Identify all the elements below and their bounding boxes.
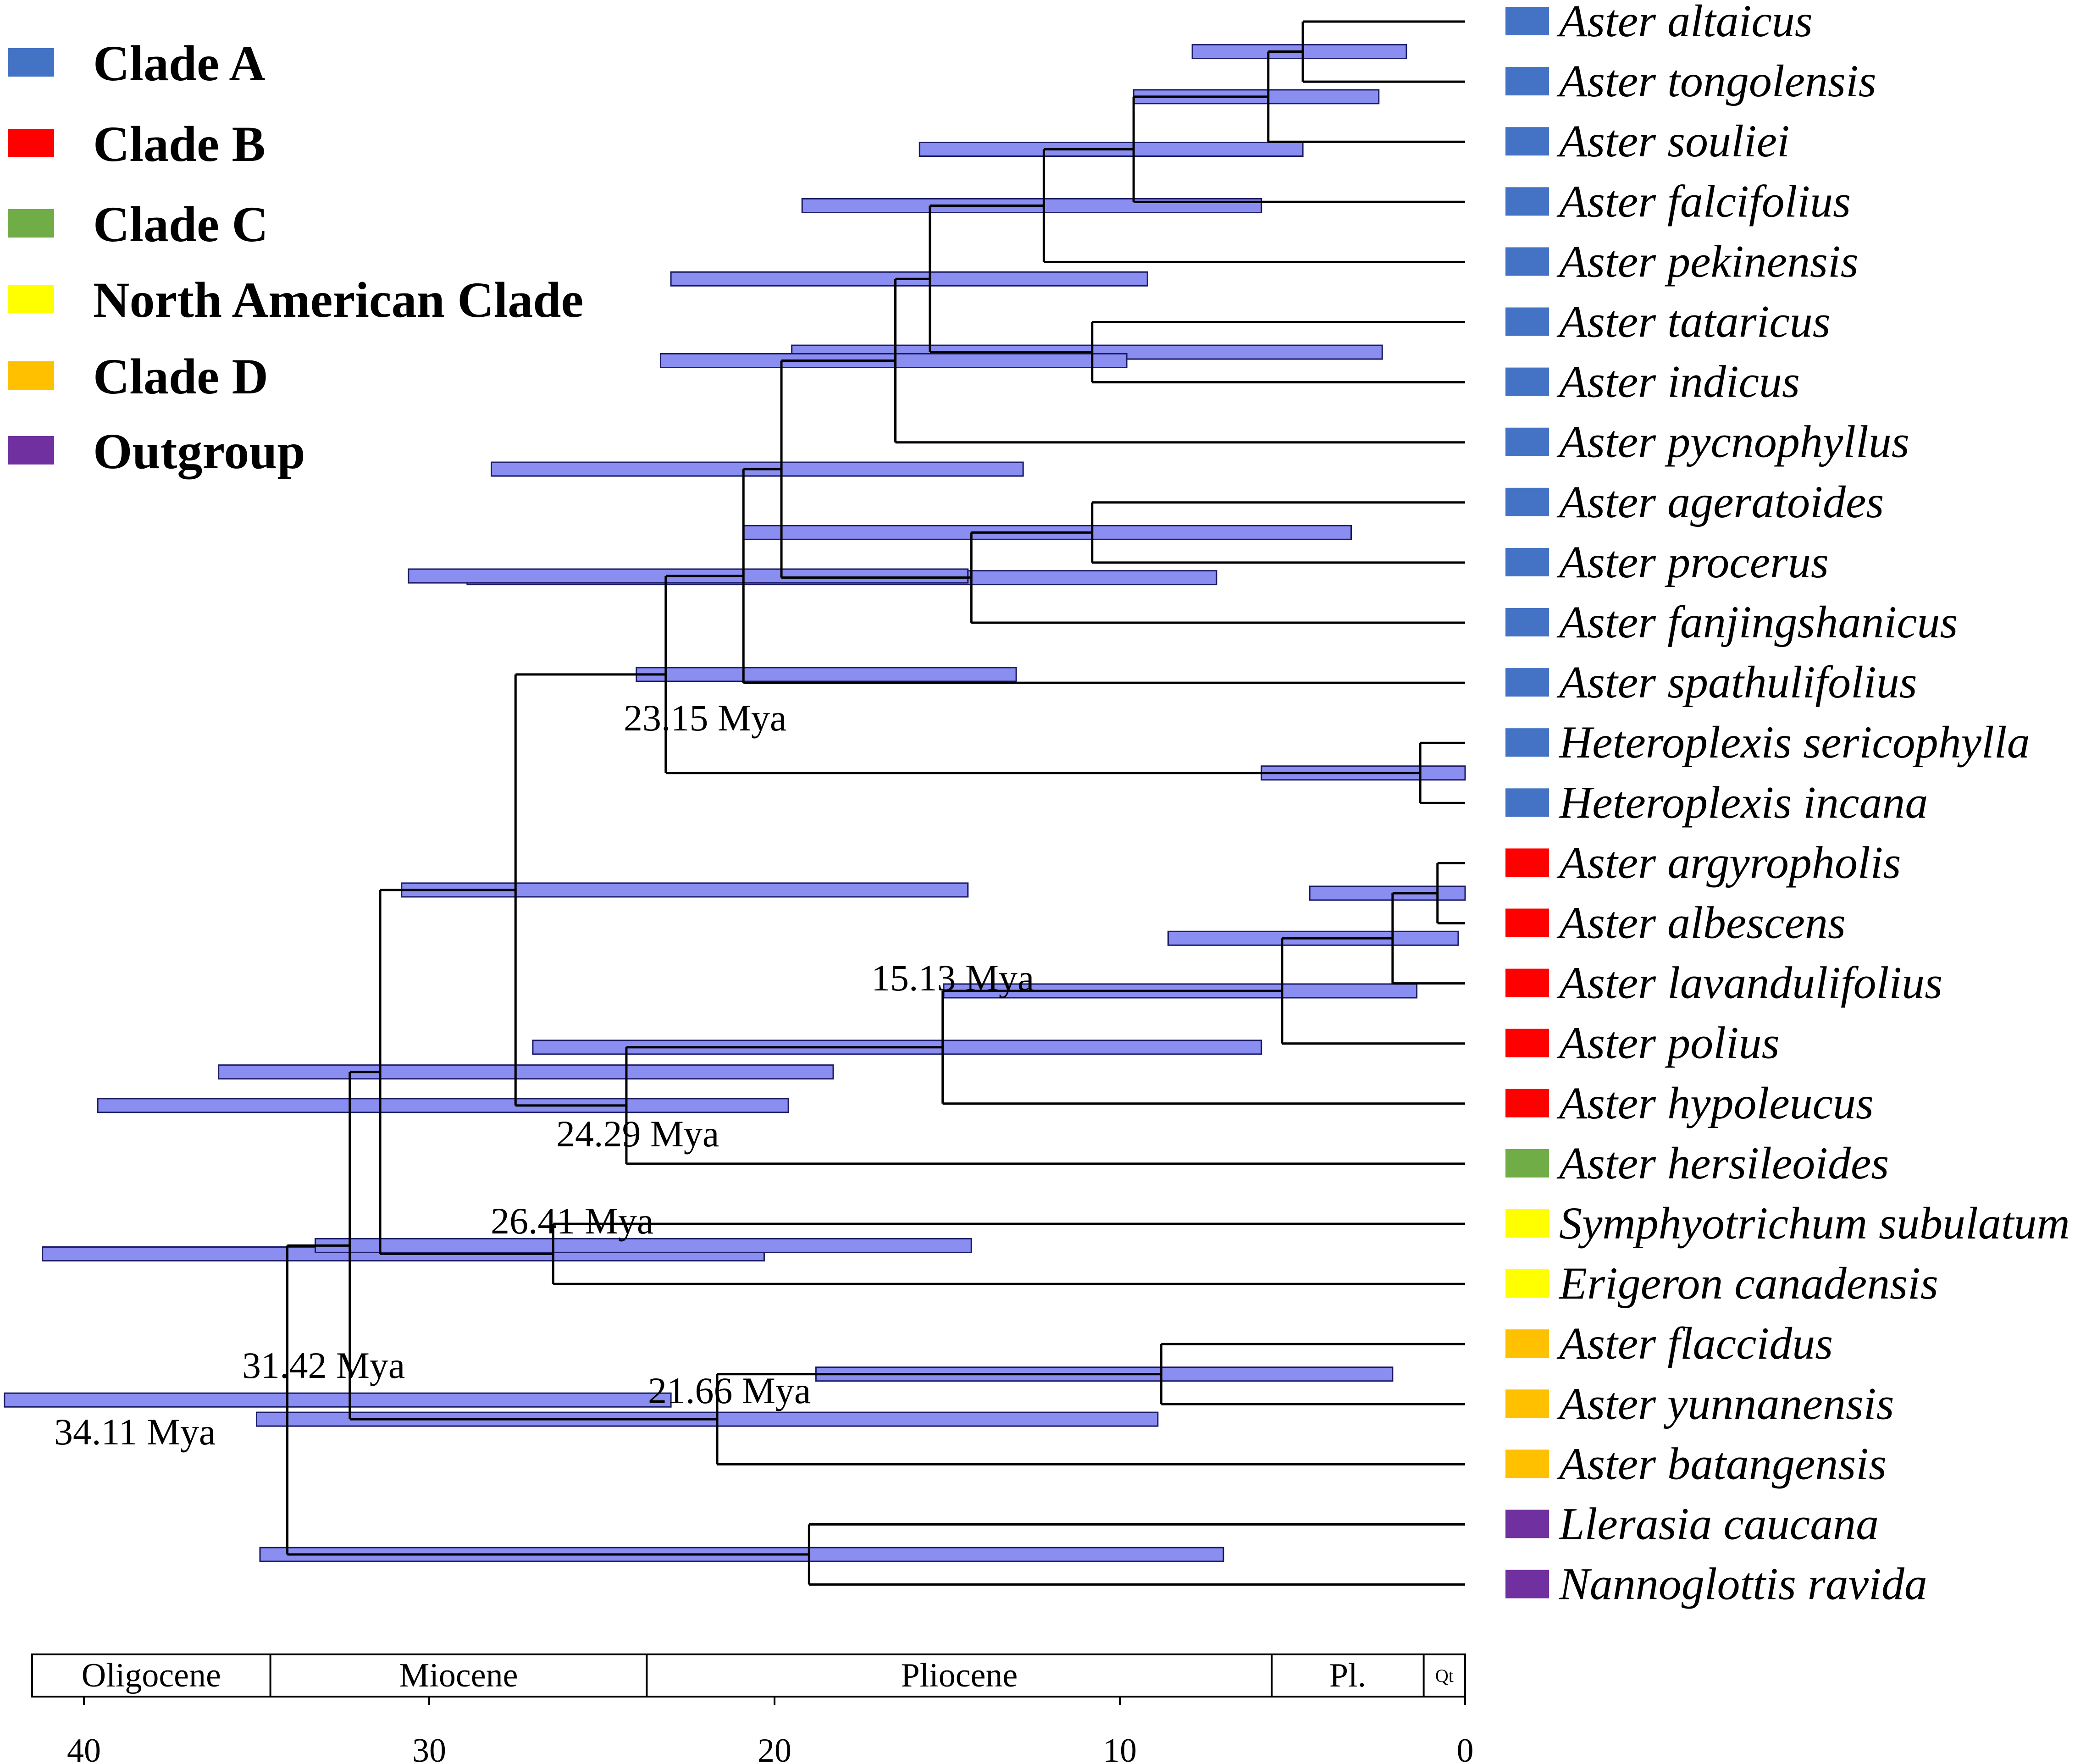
node-age-label: 15.13 Mya bbox=[871, 957, 1034, 999]
tip-label: Aster fanjingshanicus bbox=[1556, 597, 1958, 647]
node-age-label: 26.41 Mya bbox=[491, 1200, 653, 1242]
clade-swatch bbox=[1505, 307, 1549, 336]
hpd-bar-n21 bbox=[218, 1064, 834, 1080]
legend-swatch bbox=[8, 129, 54, 157]
clade-swatch bbox=[1505, 547, 1549, 576]
clade-swatch bbox=[1505, 7, 1549, 35]
axis-tick-label: 0 bbox=[1457, 1732, 1474, 1764]
hpd-bars bbox=[4, 44, 1466, 1562]
clade-swatch bbox=[1505, 1209, 1549, 1238]
clade-swatch bbox=[1505, 1329, 1549, 1358]
tip-label: Aster spathulifolius bbox=[1556, 657, 1917, 708]
legend-swatch bbox=[8, 436, 54, 465]
epoch-label: Pliocene bbox=[901, 1657, 1018, 1694]
legend-swatch bbox=[8, 48, 54, 77]
timescale-frame bbox=[31, 1653, 1466, 1698]
hpd-bar-n13 bbox=[636, 667, 1017, 682]
tip-label: Aster pekinensis bbox=[1556, 236, 1859, 287]
legend-swatch bbox=[8, 209, 54, 238]
axis-tick-label: 40 bbox=[67, 1732, 101, 1764]
clade-swatch bbox=[1505, 1510, 1549, 1538]
hpd-bar-n18 bbox=[97, 1098, 789, 1113]
clade-swatch bbox=[1505, 487, 1549, 516]
node-age-label: 21.66 Mya bbox=[648, 1370, 811, 1411]
clade-swatch bbox=[1505, 1570, 1549, 1598]
node-age-label: 34.11 Mya bbox=[54, 1411, 216, 1453]
hpd-bar-n26 bbox=[4, 1392, 672, 1408]
legend-label: Clade A bbox=[93, 35, 266, 91]
node-age-labels: 23.15 Mya 15.13 Mya 24.29 Mya 26.41 Mya 31.4… bbox=[54, 697, 1034, 1453]
epoch-label: Miocene bbox=[399, 1657, 518, 1694]
clade-swatch bbox=[1505, 187, 1549, 216]
tip-label: Aster ageratoides bbox=[1556, 476, 1884, 527]
epoch-label: Qt bbox=[1435, 1665, 1454, 1686]
tip-label: Erigeron canadensis bbox=[1558, 1258, 1938, 1309]
clade-swatch bbox=[1505, 1269, 1549, 1298]
node-age-label: 23.15 Mya bbox=[624, 697, 786, 739]
tree-branches bbox=[286, 20, 1465, 1586]
clade-swatch bbox=[1505, 968, 1549, 997]
tip-label: Aster lavandulifolius bbox=[1556, 957, 1942, 1008]
node-age-label: 24.29 Mya bbox=[556, 1113, 719, 1155]
axis-tick-label: 30 bbox=[412, 1732, 446, 1764]
hpd-bar-n1 bbox=[1191, 44, 1407, 60]
clade-swatch bbox=[1505, 1389, 1549, 1418]
clade-swatch bbox=[1505, 788, 1549, 817]
clade-swatch bbox=[1505, 908, 1549, 937]
legend-label: Clade B bbox=[93, 116, 266, 172]
tip-label: Aster albescens bbox=[1556, 897, 1846, 948]
tip-label: Aster indicus bbox=[1556, 356, 1800, 407]
clade-swatch bbox=[1505, 1089, 1549, 1117]
tip-label: Aster yunnanensis bbox=[1556, 1378, 1894, 1429]
tip-label: Aster falcifolius bbox=[1556, 176, 1851, 227]
epoch-label: Pl. bbox=[1329, 1657, 1366, 1694]
legend-swatch bbox=[8, 285, 54, 313]
tip-label: Aster argyropholis bbox=[1556, 837, 1901, 888]
tip-label: Nannoglottis ravida bbox=[1559, 1559, 1927, 1609]
legend-label: Clade D bbox=[93, 348, 268, 404]
tip-labels: Aster altaicus Aster tongolensis Aster sou… bbox=[1505, 0, 2070, 1609]
tip-label: Heteroplexis incana bbox=[1558, 777, 1928, 828]
node-age-label: 31.42 Mya bbox=[242, 1344, 405, 1386]
axis-tick-label: 10 bbox=[1103, 1732, 1137, 1764]
time-axis: 40 30 20 10 0 bbox=[67, 1697, 1474, 1764]
tip-label: Aster pycnophyllus bbox=[1556, 416, 1909, 467]
epoch-label: Oligocene bbox=[82, 1657, 221, 1694]
geologic-timescale: Oligocene Miocene Pliocene Pl. Qt bbox=[31, 1653, 1466, 1698]
clade-swatch bbox=[1505, 67, 1549, 96]
clade-swatch bbox=[1505, 1449, 1549, 1478]
tip-label: Aster procerus bbox=[1556, 536, 1829, 587]
tip-label: Aster tataricus bbox=[1556, 296, 1831, 347]
hpd-bar-n15 bbox=[1167, 930, 1459, 946]
clade-swatch bbox=[1505, 127, 1549, 156]
legend-swatch bbox=[8, 361, 54, 390]
tip-label: Aster flaccidus bbox=[1556, 1318, 1833, 1369]
hpd-bar-n14 bbox=[1309, 885, 1466, 901]
tip-label: Aster polius bbox=[1556, 1017, 1780, 1068]
axis-tick-label: 20 bbox=[758, 1732, 791, 1764]
legend-label: Clade C bbox=[93, 196, 268, 252]
clade-swatch bbox=[1505, 848, 1549, 877]
tip-label: Symphyotrichum subulatum bbox=[1559, 1198, 2070, 1249]
legend: Clade A Clade B Clade C North American Clad… bbox=[8, 35, 583, 479]
clade-swatch bbox=[1505, 367, 1549, 396]
clade-swatch bbox=[1505, 247, 1549, 276]
tip-label: Aster batangensis bbox=[1556, 1438, 1887, 1489]
clade-swatch bbox=[1505, 728, 1549, 757]
clade-swatch bbox=[1505, 1149, 1549, 1178]
clade-swatch bbox=[1505, 608, 1549, 636]
clade-swatch bbox=[1505, 1029, 1549, 1057]
tip-label: Aster hypoleucus bbox=[1556, 1078, 1874, 1128]
clade-swatch bbox=[1505, 427, 1549, 456]
tip-label: Llerasia caucana bbox=[1558, 1499, 1879, 1549]
tip-label: Aster souliei bbox=[1556, 116, 1790, 166]
tip-label: Aster tongolensis bbox=[1556, 55, 1876, 106]
tip-label: Heteroplexis sericophylla bbox=[1558, 717, 2030, 768]
clade-swatch bbox=[1505, 668, 1549, 697]
tip-label: Aster altaicus bbox=[1556, 0, 1813, 46]
tip-label: Aster hersileoides bbox=[1556, 1138, 1889, 1189]
legend-label: Outgroup bbox=[93, 423, 305, 479]
legend-label: North American Clade bbox=[93, 272, 583, 328]
